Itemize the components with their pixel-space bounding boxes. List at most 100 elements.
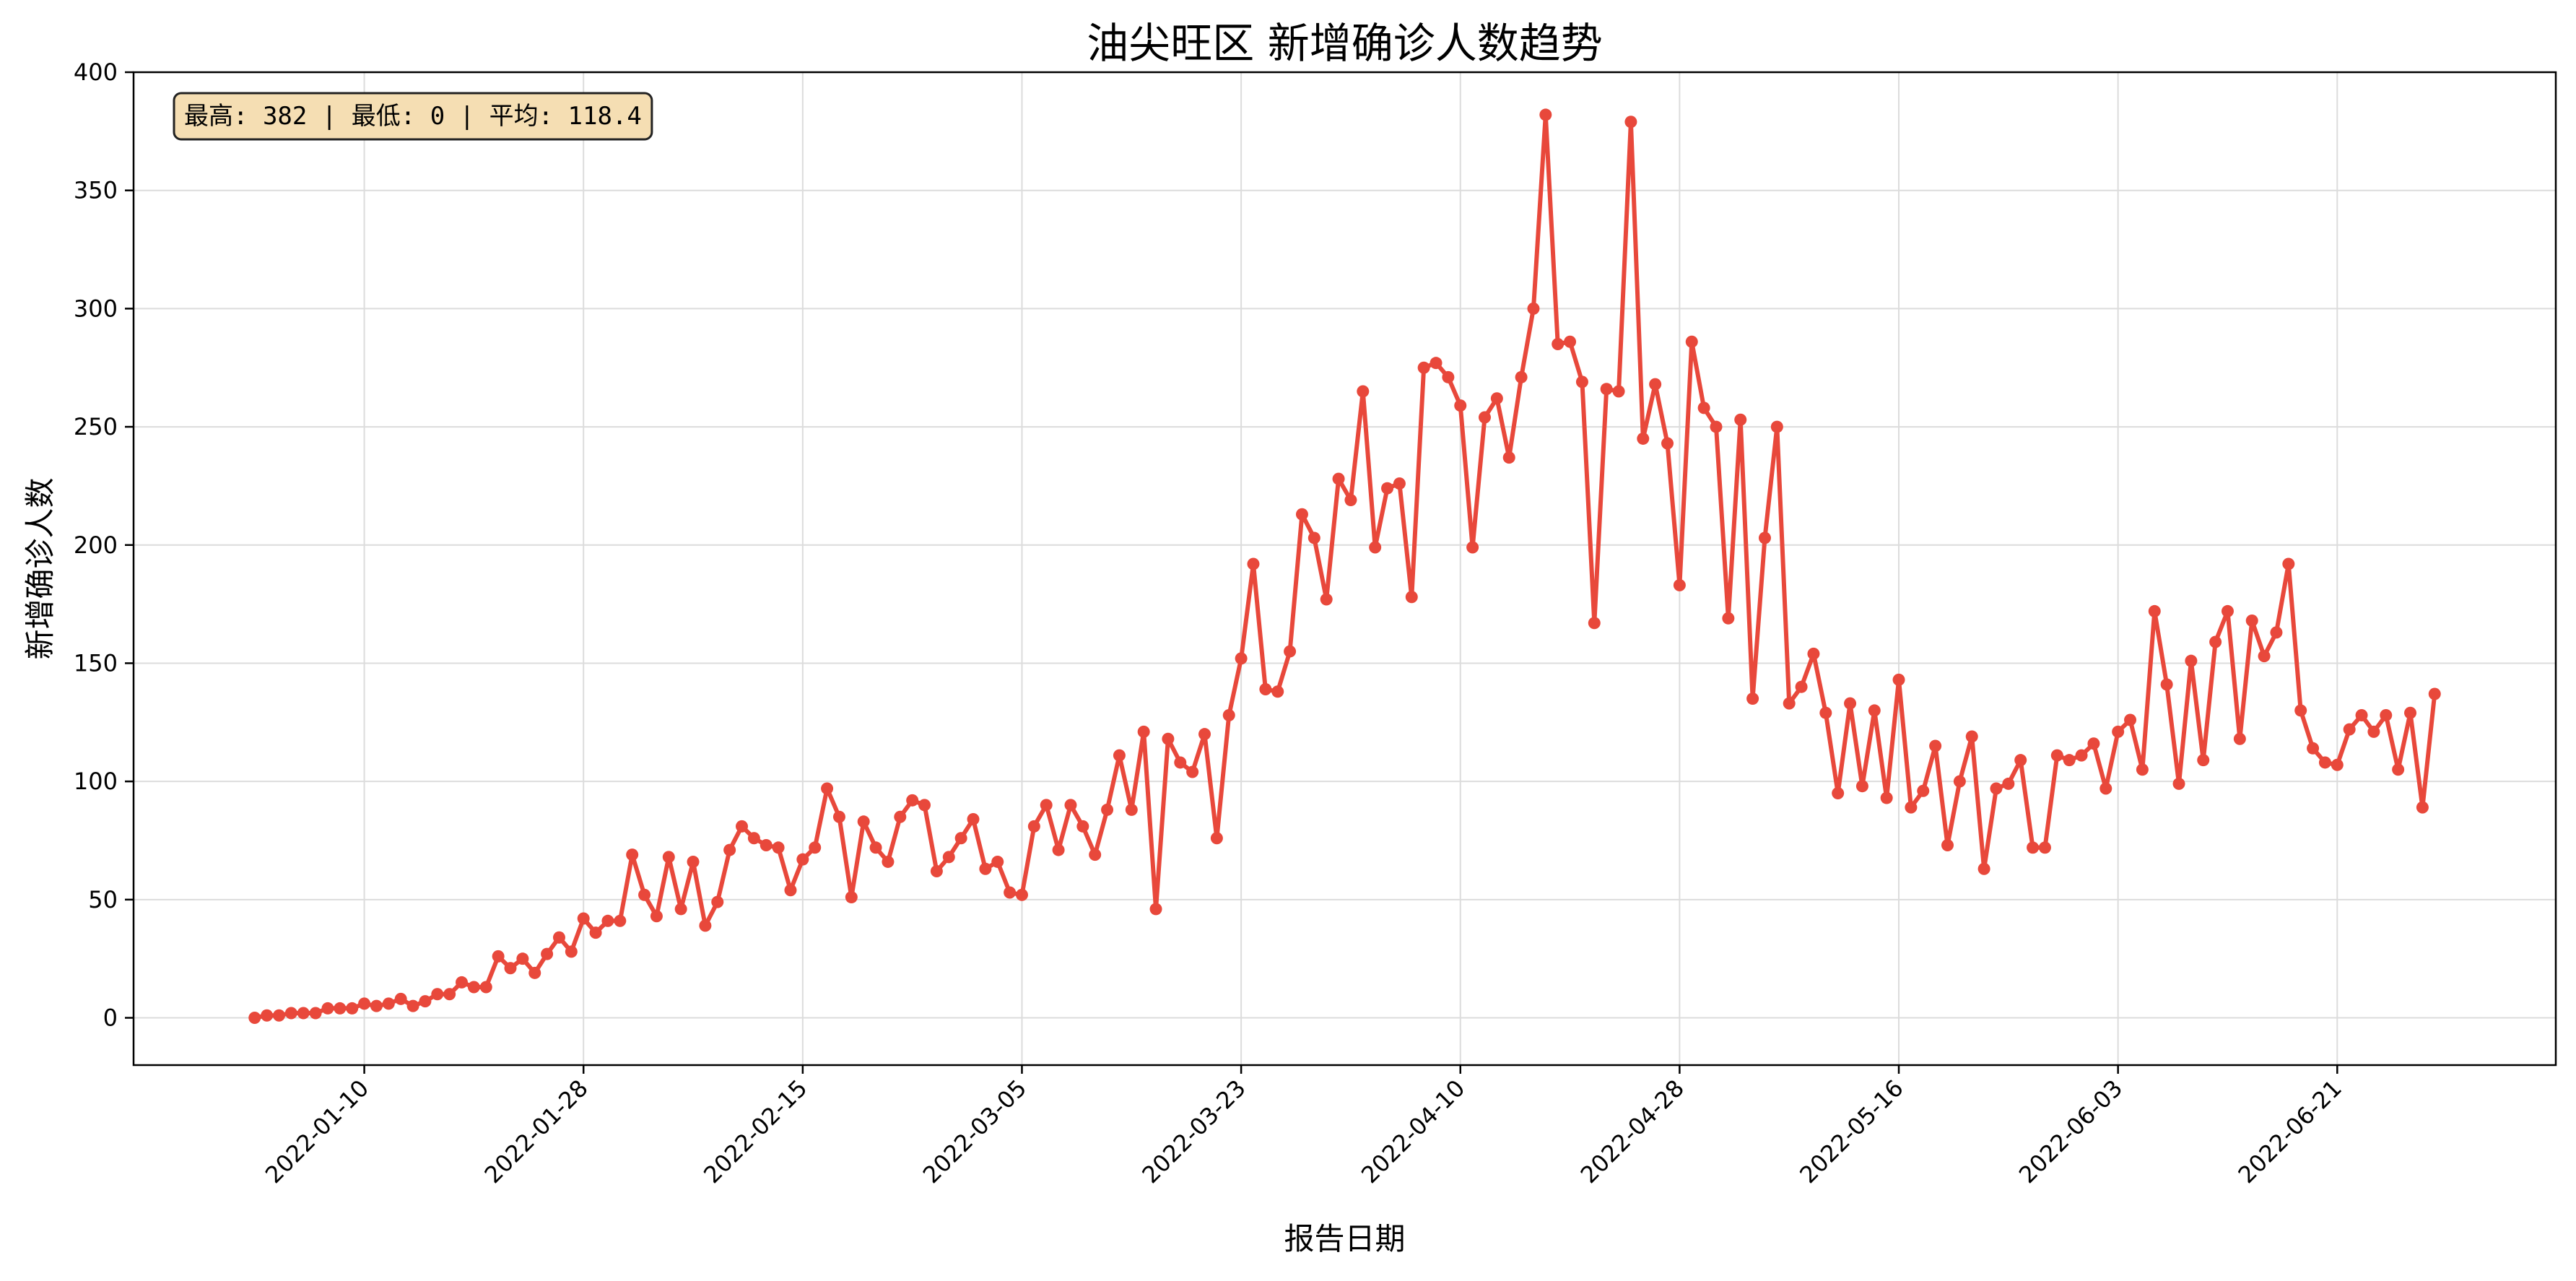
data-point: [1344, 494, 1357, 507]
data-point: [1588, 617, 1601, 630]
data-point: [1454, 399, 1467, 412]
data-point: [2124, 713, 2137, 726]
data-point: [747, 832, 760, 845]
data-point: [1295, 508, 1308, 521]
data-point: [1369, 541, 1382, 554]
data-point: [2209, 635, 2222, 648]
data-point: [334, 1002, 347, 1015]
data-point: [577, 912, 590, 925]
grid-lines: [134, 71, 2556, 1065]
data-point: [1855, 780, 1868, 793]
data-point: [1222, 708, 1235, 721]
data-point: [979, 862, 992, 875]
data-point: [1746, 692, 1759, 705]
data-point: [492, 950, 505, 963]
data-point: [626, 848, 639, 861]
data-point: [1965, 730, 1978, 743]
data-point: [760, 839, 773, 852]
data-point: [2027, 841, 2040, 854]
data-point: [1052, 843, 1065, 856]
data-point: [467, 981, 480, 994]
data-point: [1478, 411, 1491, 424]
data-point: [1953, 775, 1966, 788]
data-point: [614, 914, 627, 927]
stats-annotation-box: [173, 92, 653, 141]
data-point: [443, 988, 456, 1001]
data-point: [1113, 749, 1126, 762]
data-point: [832, 810, 845, 823]
data-point: [1637, 432, 1650, 445]
data-point: [1284, 645, 1297, 658]
data-point: [1186, 765, 1199, 778]
data-point: [394, 992, 407, 1005]
data-point: [370, 999, 383, 1012]
data-point: [1844, 697, 1857, 710]
data-point: [248, 1012, 261, 1025]
data-point: [1381, 482, 1394, 495]
stats-annotation: 最高: 382 | 最低: 0 | 平均: 118.4: [173, 92, 653, 141]
data-point: [2331, 758, 2344, 771]
data-point: [2318, 756, 2331, 769]
data-point: [1527, 302, 1540, 315]
data-point: [1795, 680, 1808, 693]
data-point: [2038, 841, 2051, 854]
data-point: [1149, 903, 1162, 916]
plot-area-frame: [132, 71, 2557, 1067]
data-point: [711, 895, 724, 908]
data-point: [1442, 370, 1455, 383]
y-tick-label: 300: [74, 295, 118, 322]
data-point: [735, 820, 748, 833]
data-point: [930, 865, 943, 878]
data-point: [2221, 604, 2234, 617]
data-point: [2014, 754, 2027, 767]
data-point: [601, 914, 614, 927]
data-point: [662, 851, 675, 864]
data-point: [1941, 839, 1954, 852]
data-point: [650, 910, 663, 923]
data-point: [1271, 685, 1284, 698]
data-point: [1734, 413, 1747, 426]
data-point: [2075, 749, 2088, 762]
data-point: [2172, 777, 2185, 790]
data-point: [1515, 370, 1528, 383]
data-point: [845, 891, 858, 904]
data-point: [796, 853, 809, 866]
data-point: [784, 884, 797, 897]
data-point: [942, 851, 955, 864]
chart-title: 油尖旺区 新增确诊人数趋势: [1087, 19, 1602, 68]
data-point: [1417, 361, 1430, 374]
y-tick-label: 350: [74, 177, 118, 204]
data-point: [2197, 754, 2210, 767]
data-point: [1466, 541, 1479, 554]
data-point: [272, 1009, 285, 1022]
x-axis-title: 报告日期: [1284, 1221, 1405, 1256]
y-tick-label: 250: [74, 413, 118, 440]
data-point: [1162, 732, 1175, 745]
data-point: [2063, 754, 2076, 767]
data-point: [1015, 888, 1028, 901]
data-point: [1174, 756, 1187, 769]
data-point: [2404, 706, 2417, 719]
data-point: [2355, 708, 2368, 721]
data-point: [1430, 357, 1443, 370]
data-point: [1758, 531, 1771, 544]
data-point: [1892, 673, 1905, 686]
data-point: [674, 903, 687, 916]
data-point: [1393, 477, 1406, 490]
data-point: [479, 981, 492, 994]
data-point: [2428, 687, 2441, 700]
data-point: [2258, 650, 2271, 663]
data-point: [809, 841, 822, 854]
y-tick-label: 400: [74, 58, 118, 86]
data-point: [2099, 782, 2112, 795]
data-point: [1357, 385, 1370, 398]
data-point: [1832, 787, 1845, 800]
y-tick-label: 0: [103, 1004, 118, 1032]
data-point: [2282, 557, 2295, 570]
data-point: [991, 855, 1004, 868]
data-point: [431, 988, 444, 1001]
data-point: [1320, 593, 1333, 606]
data-point: [857, 815, 870, 828]
